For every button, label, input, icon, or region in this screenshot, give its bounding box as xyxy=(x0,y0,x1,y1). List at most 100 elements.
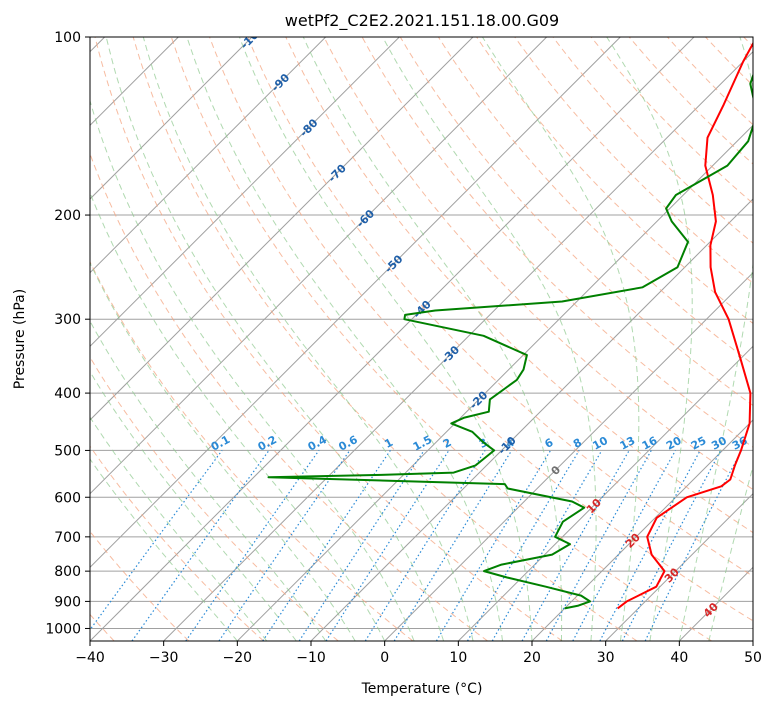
mixing-ratio-line xyxy=(298,450,425,641)
moist-adiabat-line xyxy=(678,37,753,641)
y-axis-label: Pressure (hPa) xyxy=(12,289,28,389)
moist-adiabat-line xyxy=(90,458,238,641)
x-axis-label: Temperature (°C) xyxy=(361,681,483,697)
y-tick-label: 100 xyxy=(54,30,81,46)
isotherm-label: 30 xyxy=(662,565,682,585)
x-tick-label: 50 xyxy=(744,650,762,666)
isotherm-label: -10 xyxy=(496,434,519,457)
isotherm-line xyxy=(163,50,753,641)
y-tick-label: 600 xyxy=(54,490,81,506)
y-tick-label: 900 xyxy=(54,594,81,610)
temperature-profile-line xyxy=(616,41,753,610)
moist-adiabat-line xyxy=(90,191,386,641)
y-tick-label: 400 xyxy=(54,386,81,402)
mixing-ratio-line xyxy=(218,450,351,641)
mixing-ratio-line xyxy=(644,450,743,641)
moist-adiabat-line xyxy=(105,37,445,641)
dry-adiabat-line xyxy=(247,37,753,577)
dry-adiabat-line xyxy=(667,37,753,126)
mixing-ratio-line xyxy=(393,450,513,641)
isotherm-line xyxy=(384,271,753,641)
isotherm-line xyxy=(90,37,474,421)
chart-title: wetPf2_C2E2.2021.151.18.00.G09 xyxy=(285,11,559,31)
isotherm-line xyxy=(605,492,753,641)
dewpoint-profile-line xyxy=(267,72,753,610)
mixing-ratio-line xyxy=(521,450,630,641)
mixing-ratio-label: 20 xyxy=(664,434,684,453)
isotherm-label: 40 xyxy=(701,600,721,620)
plot-frame xyxy=(89,36,754,642)
dry-adiabat-line xyxy=(90,260,414,641)
moist-adiabat-line xyxy=(302,37,563,641)
dry-adiabat-line xyxy=(705,37,753,87)
dry-adiabat-line xyxy=(170,37,712,641)
mixing-ratio-line xyxy=(466,450,580,641)
mixing-ratio-line xyxy=(90,450,223,631)
x-tick-label: 30 xyxy=(597,650,615,666)
mixing-ratio-label: 25 xyxy=(689,434,709,453)
x-tick-label: −40 xyxy=(75,650,105,666)
isotherm-line xyxy=(90,37,327,274)
isotherm-line xyxy=(678,566,753,641)
y-tick-label: 700 xyxy=(54,530,81,546)
isotherm-line xyxy=(90,37,548,495)
dry-adiabat-line xyxy=(132,37,638,641)
isotherm-line xyxy=(90,37,253,200)
moist-adiabat-line xyxy=(142,37,474,641)
y-tick-label: 800 xyxy=(54,564,81,580)
moist-adiabat-line xyxy=(382,37,597,641)
dry-adiabat-line xyxy=(476,37,753,325)
isotherm-label: 10 xyxy=(584,496,604,516)
y-tick-label: 300 xyxy=(54,312,81,328)
mixing-ratio-label: 36 xyxy=(730,434,750,453)
y-tick-label: 500 xyxy=(54,443,81,459)
y-tick-label: 200 xyxy=(54,208,81,224)
mixing-ratio-line xyxy=(572,450,677,641)
dry-adiabat-line xyxy=(90,152,488,641)
mixing-ratio-line xyxy=(262,450,391,641)
mixing-ratio-label: 2 xyxy=(441,436,454,451)
dry-adiabat-line xyxy=(94,37,563,641)
mixing-ratio-line xyxy=(131,450,270,641)
dry-adiabat-line xyxy=(90,530,190,641)
mixing-ratio-line xyxy=(325,450,450,641)
isotherm-label: 0 xyxy=(549,463,564,478)
moist-adiabat-line xyxy=(90,99,415,641)
mixing-ratio-label: 16 xyxy=(640,434,660,453)
moist-adiabat-line xyxy=(90,416,268,641)
dry-adiabat-line xyxy=(743,37,753,48)
x-tick-label: −30 xyxy=(149,650,179,666)
dry-adiabat-line xyxy=(285,37,753,534)
dry-adiabat-line xyxy=(590,37,753,205)
moist-adiabat-line xyxy=(606,37,693,641)
moist-adiabat-line xyxy=(90,261,356,641)
isotherm-line xyxy=(457,345,753,641)
mixing-ratio-label: 6 xyxy=(543,436,556,451)
moist-adiabat-line xyxy=(238,37,533,641)
x-tick-label: 0 xyxy=(380,650,389,666)
mixing-ratio-line xyxy=(185,450,320,641)
y-tick-label: 1000 xyxy=(45,621,81,637)
dry-adiabat-line xyxy=(552,37,753,244)
moist-adiabat-line xyxy=(90,370,297,641)
isotherm-label: -20 xyxy=(467,388,490,411)
isotherm-line xyxy=(752,640,753,641)
x-tick-label: 10 xyxy=(449,650,467,666)
isotherm-line xyxy=(531,419,753,641)
x-tick-label: 20 xyxy=(523,650,541,666)
dry-adiabat-line xyxy=(90,445,264,641)
mixing-ratio-label: 10 xyxy=(590,434,610,453)
dry-adiabat-line xyxy=(209,37,753,622)
moist-adiabat-line xyxy=(481,37,640,641)
mixing-ratio-line xyxy=(545,450,652,641)
x-tick-label: −10 xyxy=(296,650,326,666)
isotherm-line xyxy=(90,37,695,641)
x-tick-label: −20 xyxy=(223,650,253,666)
isotherm-line xyxy=(90,37,621,569)
moist-adiabat-line xyxy=(90,320,327,641)
mixing-ratio-line xyxy=(364,450,486,641)
moist-adiabat-line xyxy=(708,464,753,641)
dry-adiabat-line xyxy=(323,37,753,491)
